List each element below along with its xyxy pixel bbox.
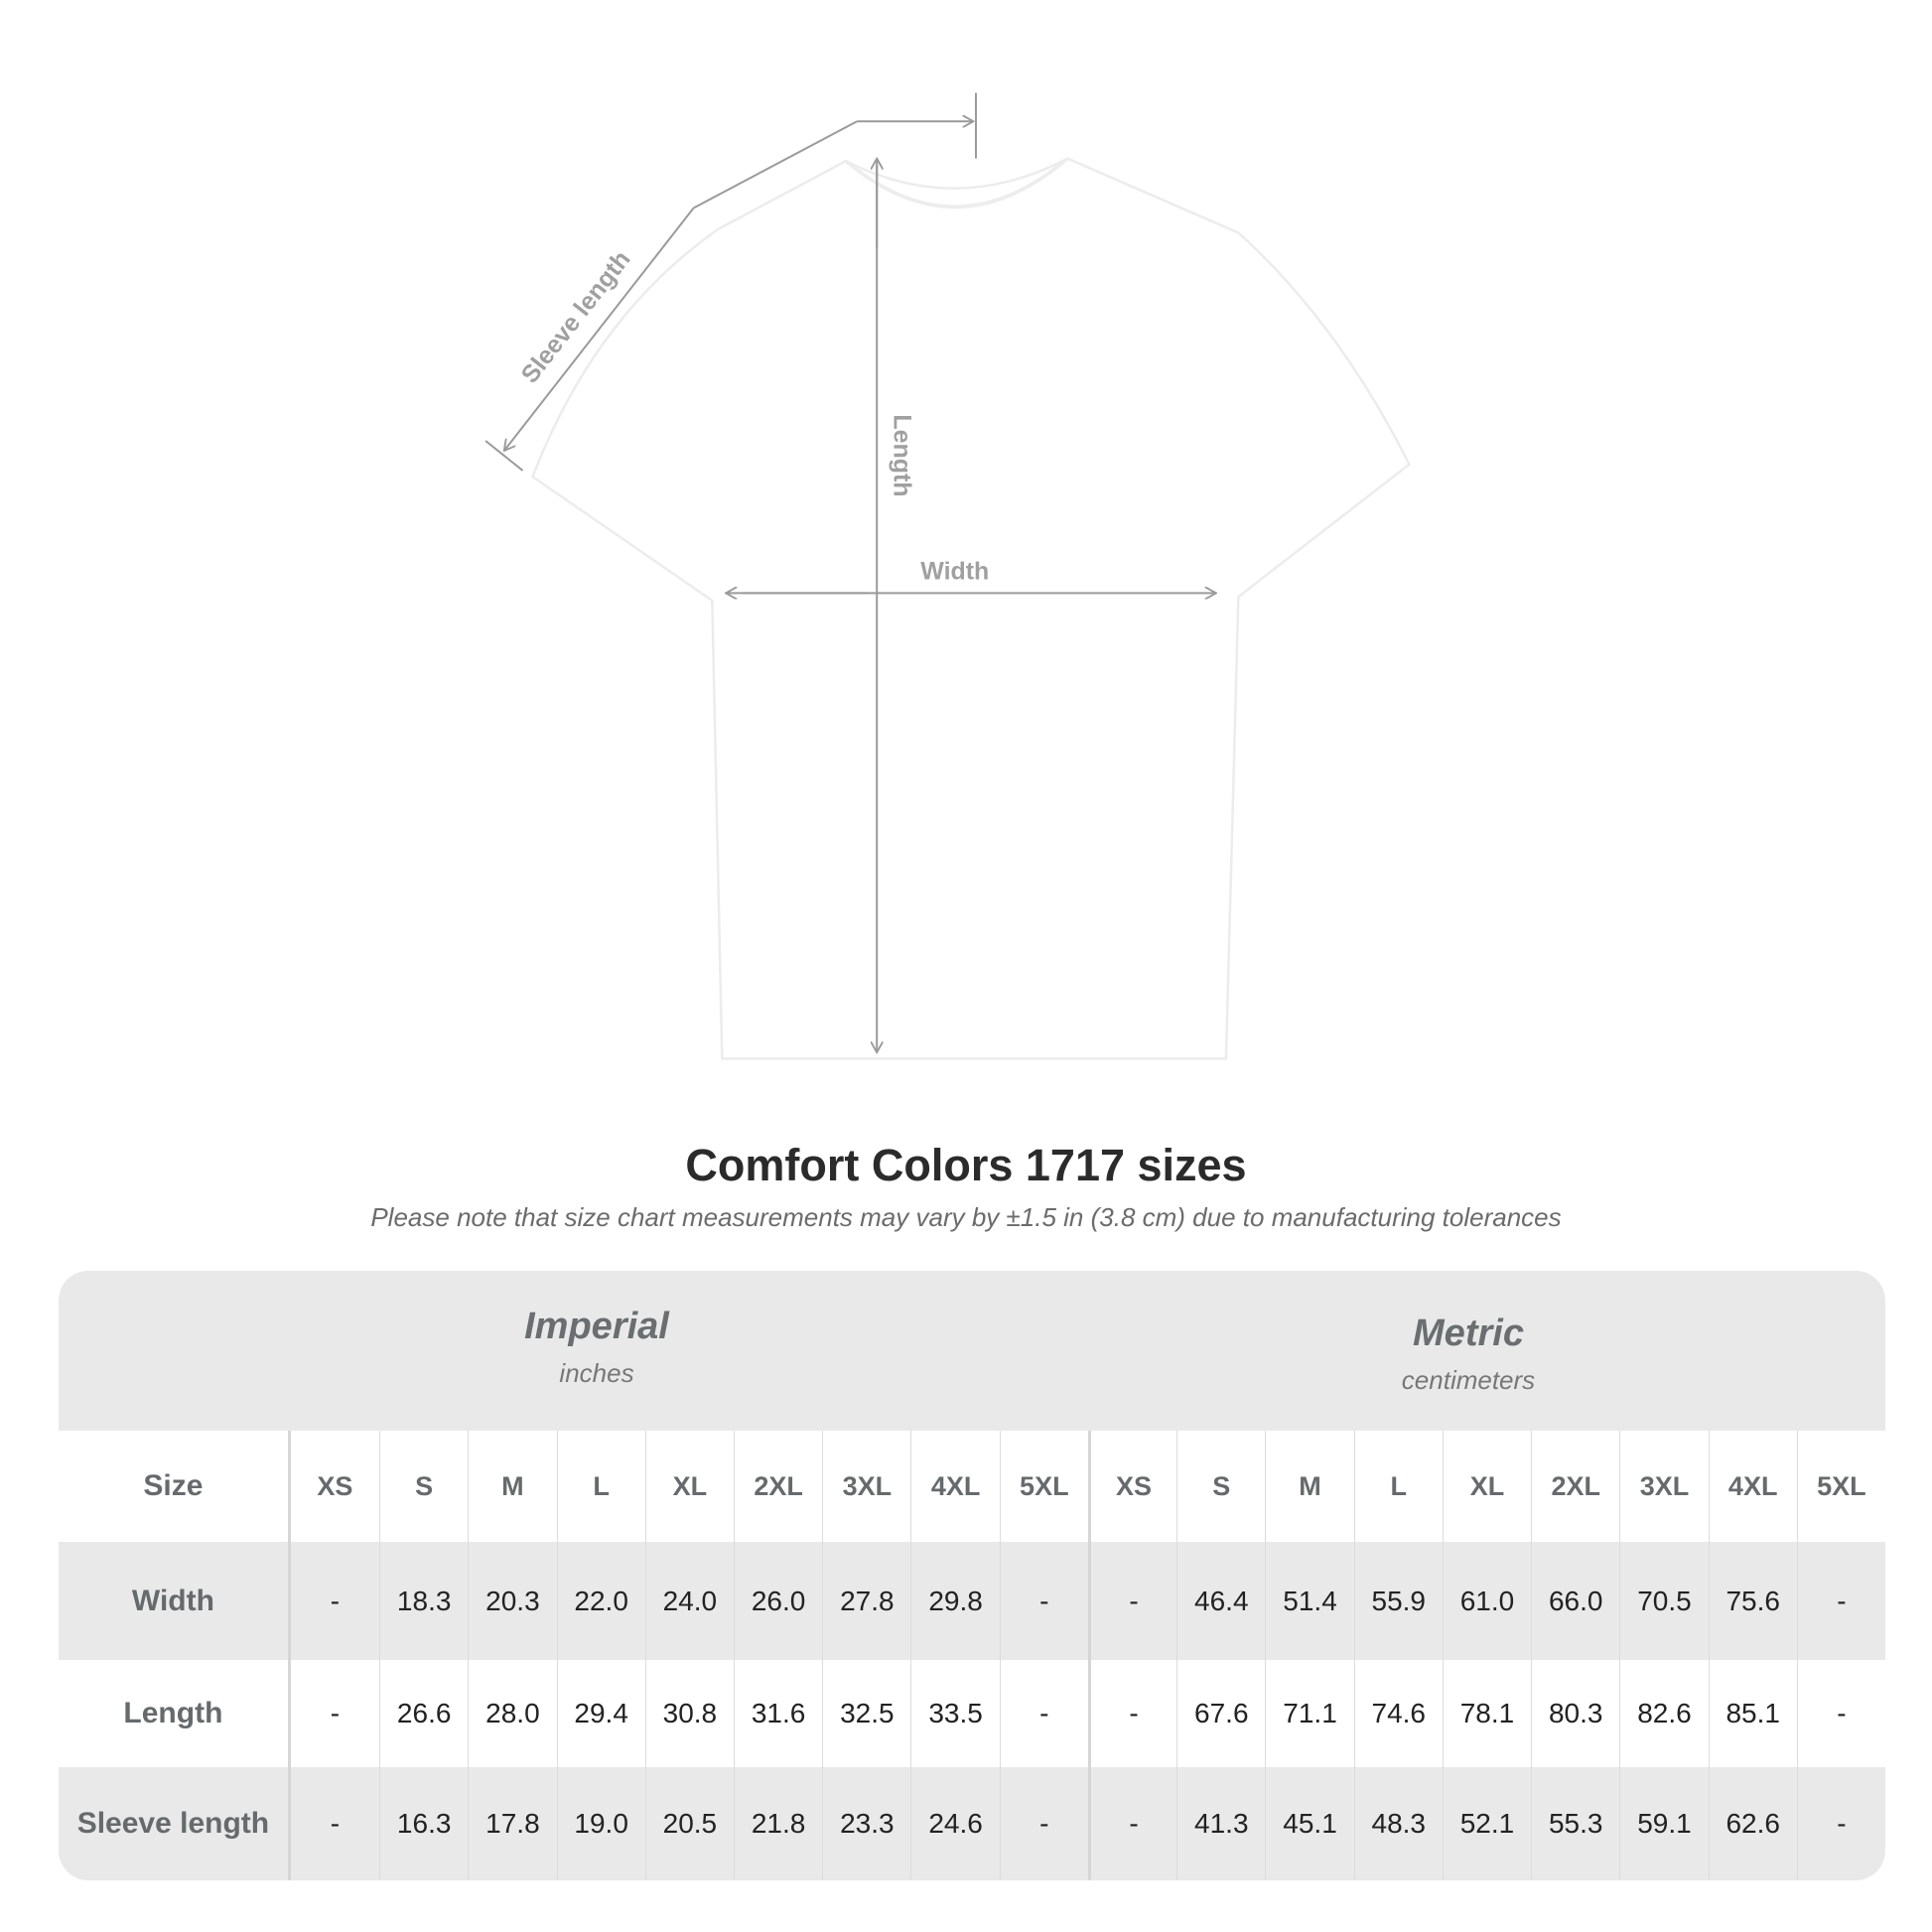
imperial-value-cell: 33.5	[910, 1660, 999, 1767]
metric-size-xl: XL	[1442, 1431, 1531, 1542]
size-chart-table: Imperial inches Metric centimeters Size X…	[59, 1271, 1885, 1880]
table-row: Length -26.6 28.0 29.4 30.8 31.6 32.5 33.5- -67.…	[59, 1660, 1885, 1767]
imperial-value-cell: 24.6	[910, 1767, 999, 1880]
imperial-value-cell: 17.8	[468, 1767, 556, 1880]
imperial-unit: inches	[559, 1358, 634, 1388]
metric-value-cell: 55.9	[1353, 1542, 1443, 1660]
imperial-value-cell: 18.3	[379, 1542, 468, 1660]
metric-value-cell: -	[1087, 1542, 1176, 1660]
metric-unit: centimeters	[1401, 1365, 1536, 1395]
imperial-value-cell: 28.0	[468, 1660, 556, 1767]
imperial-value-cell: -	[999, 1660, 1088, 1767]
metric-value-cell: 41.3	[1176, 1767, 1265, 1880]
page-title: Comfort Colors 1717 sizes	[685, 1140, 1247, 1190]
imperial-size-5xl: 5XL	[999, 1431, 1088, 1542]
row-label: Width	[59, 1542, 291, 1660]
imperial-value-cell: 31.6	[734, 1660, 822, 1767]
metric-value-cell: 82.6	[1619, 1660, 1708, 1767]
imperial-value-cell: 20.3	[468, 1542, 556, 1660]
imperial-value-cell: 29.4	[556, 1660, 645, 1767]
metric-size-4xl: 4XL	[1708, 1431, 1797, 1542]
metric-value-cell: 80.3	[1531, 1660, 1619, 1767]
imperial-value-cell: 19.0	[556, 1767, 645, 1880]
imperial-value-cell: 26.6	[379, 1660, 468, 1767]
table-row: Sleeve length - 16.3 17.8 19.0 20.5 21.8 23.3 24…	[59, 1767, 1885, 1880]
metric-size-s: S	[1176, 1431, 1265, 1542]
metric-value-cell: 55.3	[1531, 1767, 1619, 1880]
imperial-size-xl: XL	[644, 1431, 734, 1542]
metric-size-2xl: 2XL	[1531, 1431, 1619, 1542]
sleeve-measure-end-tick	[484, 440, 524, 472]
width-label: Width	[920, 558, 989, 586]
table-row: Width -18.3 20.3 22.0 24.0 26.0 27.8 29.8- -46.4…	[59, 1542, 1885, 1660]
imperial-value-cell: 30.8	[644, 1660, 734, 1767]
metric-value-cell: -	[1087, 1767, 1176, 1880]
metric-value-cell: -	[1796, 1660, 1885, 1767]
metric-value-cell: 62.6	[1708, 1767, 1797, 1880]
size-label: Size	[59, 1431, 291, 1542]
metric-value-cell: 51.4	[1265, 1542, 1353, 1660]
unit-header-band	[59, 1271, 1885, 1431]
metric-title: Metric	[1413, 1312, 1524, 1354]
metric-value-cell: 74.6	[1353, 1660, 1443, 1767]
imperial-size-xs: XS	[317, 1470, 353, 1501]
imperial-size-s: S	[379, 1431, 468, 1542]
metric-value-cell: 61.0	[1442, 1542, 1531, 1660]
metric-value-cell: -	[1796, 1767, 1885, 1880]
sleeve-measure-line	[504, 207, 695, 451]
metric-value-cell: 66.0	[1531, 1542, 1619, 1660]
imperial-size-m: M	[468, 1431, 556, 1542]
imperial-value-cell: 26.0	[734, 1542, 822, 1660]
metric-size-5xl: 5XL	[1796, 1431, 1885, 1542]
metric-value-cell: 52.1	[1442, 1767, 1531, 1880]
metric-size-l: L	[1353, 1431, 1443, 1542]
metric-value-cell: 75.6	[1708, 1542, 1797, 1660]
metric-value-cell: -	[1087, 1660, 1176, 1767]
metric-value-cell: 78.1	[1442, 1660, 1531, 1767]
sleeve-measure-line-shoulder	[693, 120, 858, 209]
collar	[844, 157, 1069, 209]
metric-value-cell: 45.1	[1265, 1767, 1353, 1880]
imperial-size-l: L	[556, 1431, 645, 1542]
imperial-value-cell: -	[330, 1808, 341, 1839]
metric-value-cell: 85.1	[1708, 1660, 1797, 1767]
imperial-size-4xl: 4XL	[910, 1431, 999, 1542]
metric-value-cell: 71.1	[1265, 1660, 1353, 1767]
metric-value-cell: 70.5	[1619, 1542, 1708, 1660]
row-label: Sleeve length	[59, 1767, 291, 1880]
imperial-title: Imperial	[524, 1306, 669, 1347]
imperial-value-cell: -	[999, 1542, 1088, 1660]
metric-value-cell: 48.3	[1353, 1767, 1443, 1880]
imperial-value-cell: 21.8	[734, 1767, 822, 1880]
imperial-value-cell: -	[330, 1585, 341, 1616]
imperial-size-2xl: 2XL	[734, 1431, 822, 1542]
imperial-value-cell: 23.3	[822, 1767, 910, 1880]
imperial-value-cell: -	[330, 1698, 341, 1728]
metric-value-cell: 59.1	[1619, 1767, 1708, 1880]
size-header-row: Size XS S M L XL 2XL 3XL 4XL 5XL XS S M L XL 2XL 3XL 4XL 5…	[59, 1431, 1885, 1542]
imperial-size-3xl: 3XL	[822, 1431, 910, 1542]
imperial-header: Imperial inches	[348, 1306, 845, 1389]
imperial-value-cell: 27.8	[822, 1542, 910, 1660]
metric-value-cell: -	[1796, 1542, 1885, 1660]
imperial-value-cell: 24.0	[644, 1542, 734, 1660]
metric-value-cell: 67.6	[1176, 1660, 1265, 1767]
imperial-value-cell: 20.5	[644, 1767, 734, 1880]
imperial-value-cell: -	[999, 1767, 1088, 1880]
tshirt-diagram: Sleeve length Length Width	[484, 92, 1412, 1060]
tolerance-note: Please note that size chart measurements…	[370, 1202, 1562, 1232]
metric-size-xs: XS	[1087, 1431, 1176, 1542]
metric-header: Metric centimeters	[1220, 1312, 1717, 1396]
imperial-value-cell: 22.0	[556, 1542, 645, 1660]
tshirt-shape	[530, 157, 1412, 1060]
row-label: Length	[59, 1660, 291, 1767]
imperial-value-cell: 32.5	[822, 1660, 910, 1767]
imperial-value-cell: 16.3	[379, 1767, 468, 1880]
metric-size-3xl: 3XL	[1619, 1431, 1708, 1542]
imperial-value-cell: 29.8	[910, 1542, 999, 1660]
metric-size-m: M	[1265, 1431, 1353, 1542]
metric-value-cell: 46.4	[1176, 1542, 1265, 1660]
length-label: Length	[889, 414, 916, 496]
